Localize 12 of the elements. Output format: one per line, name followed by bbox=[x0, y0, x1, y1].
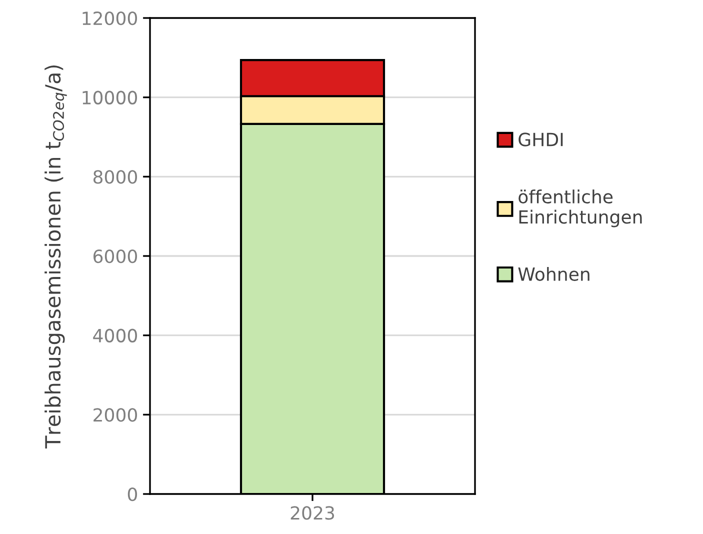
y-tick-label: 0 bbox=[128, 487, 137, 502]
y-tick-label: 10000 bbox=[82, 90, 137, 104]
y-tick-label: 2000 bbox=[94, 408, 137, 422]
y-tick-label: 8000 bbox=[93, 170, 137, 184]
y-tick-label: 12000 bbox=[82, 11, 137, 26]
legend-label: öffentliche Einrichtungen bbox=[518, 190, 642, 228]
legend-label: Wohnen bbox=[518, 266, 590, 281]
x-tick-label: 2023 bbox=[290, 506, 334, 520]
y-axis-title: Treibhausgasemissionen (in t$_{CO2eq}$/a) bbox=[44, 65, 67, 448]
y-tick-label: 4000 bbox=[93, 328, 137, 342]
y-tick-label: 6000 bbox=[94, 249, 137, 264]
legend-label: GHDI bbox=[518, 132, 563, 146]
